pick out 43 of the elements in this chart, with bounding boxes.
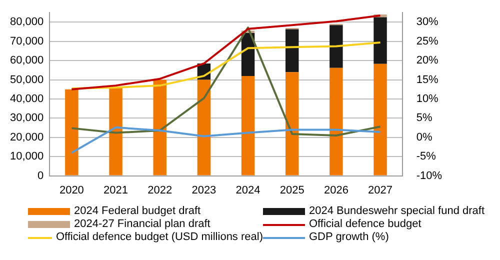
y-tick-label: 50,000 [10, 74, 44, 86]
bar [374, 17, 387, 64]
x-tick-label: 2027 [368, 184, 393, 196]
legend-label: 2024-27 Financial plan draft [74, 218, 210, 231]
bar [330, 25, 343, 68]
bar [241, 76, 255, 176]
y2-tick-label: 10% [416, 93, 439, 106]
x-tick-label: 2025 [280, 184, 304, 196]
y-tick-label: 60,000 [10, 54, 44, 67]
bar [285, 72, 299, 176]
y-tick-label: 20,000 [10, 131, 44, 144]
y2-tick-label: 5% [416, 112, 432, 124]
x-tick-label: 2022 [148, 184, 172, 196]
legend-label: GDP growth (%) [309, 231, 389, 244]
bar [330, 68, 343, 176]
legend-label: Official defence budget (USD millions real) [56, 231, 263, 244]
y-tick-label: 40,000 [10, 93, 44, 106]
y-tick-label: 80,000 [10, 16, 44, 28]
y-tick-label: 10,000 [10, 150, 44, 163]
y2-tick-label: 30% [416, 16, 439, 28]
legend-label: 2024 Federal budget draft [74, 205, 201, 218]
bar [153, 80, 166, 176]
y2-tick-label: 0% [416, 131, 432, 144]
y2-tick-label: -10% [416, 170, 442, 182]
y2-tick-label: 25% [416, 35, 439, 48]
x-tick-label: 2026 [324, 184, 348, 196]
x-tick-label: 2020 [59, 184, 84, 196]
y2-tick-label: -5% [416, 150, 436, 163]
y-tick-label: 30,000 [10, 112, 44, 124]
bar [109, 87, 122, 176]
bar [374, 64, 387, 176]
y-tick-label: 0 [38, 170, 44, 182]
x-tick-label: 2023 [192, 184, 216, 196]
y2-tick-label: 15% [416, 74, 439, 86]
bar [65, 89, 78, 176]
y-tick-label: 70,000 [10, 35, 44, 48]
x-tick-label: 2021 [104, 184, 128, 196]
x-tick-label: 2024 [236, 184, 260, 196]
bar [285, 29, 299, 72]
legend-label: 2024 Bundeswehr special fund draft [309, 205, 485, 218]
bar [197, 80, 211, 176]
legend-label: Official defence budget [309, 218, 422, 231]
y2-tick-label: 20% [416, 54, 439, 67]
